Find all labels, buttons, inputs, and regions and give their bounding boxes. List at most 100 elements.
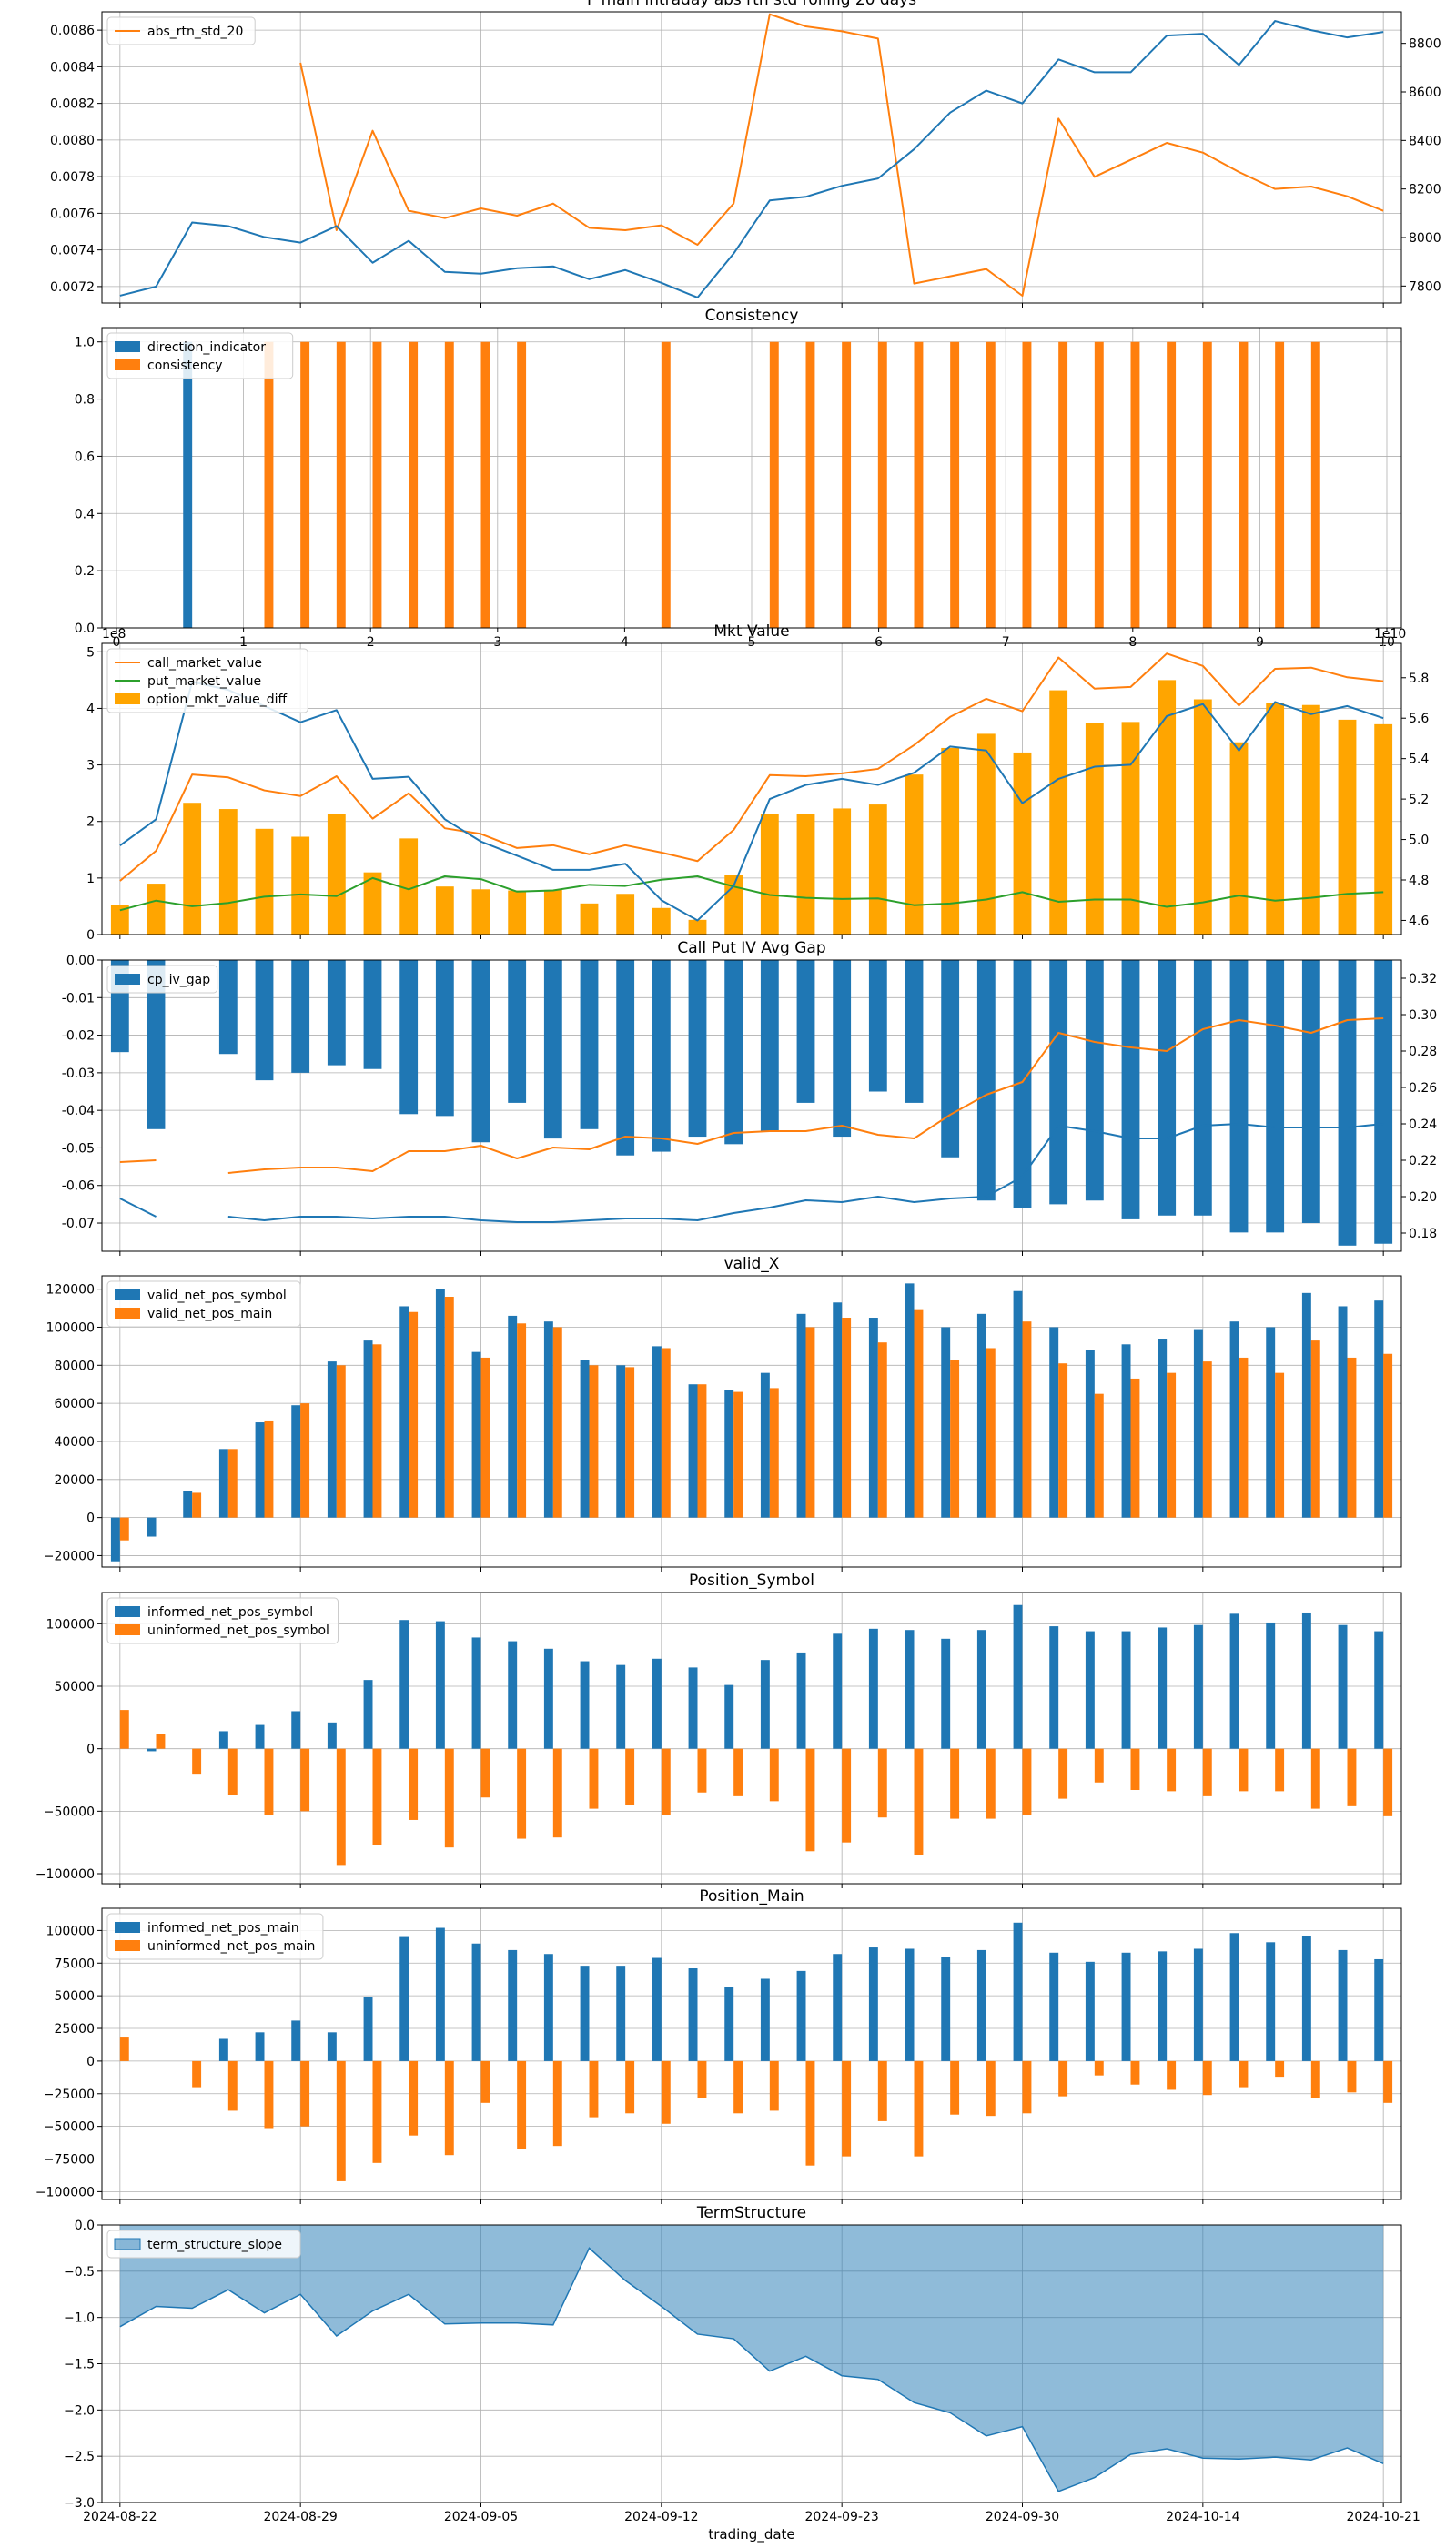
axes-frame: [101, 11, 1402, 304]
legend-box: [106, 1280, 301, 1328]
legend-label: term_structure_slope: [147, 2238, 282, 2252]
y-tick-label: 5: [86, 645, 95, 660]
grid: [102, 328, 1401, 629]
bar: [914, 1748, 924, 1855]
y-tick-label: −1.0: [64, 2311, 95, 2326]
x-tick-label: 6: [875, 635, 883, 650]
bar: [517, 2060, 527, 2149]
bar: [1266, 1622, 1276, 1749]
bar: [580, 960, 599, 1129]
bar: [300, 2060, 310, 2127]
bar: [1266, 1327, 1276, 1518]
y-tick-label: 0.0080: [50, 134, 95, 148]
y-tick-label: 1: [86, 872, 95, 886]
bar: [399, 960, 419, 1115]
chart-title: valid_X: [724, 1255, 780, 1273]
bar: [471, 889, 490, 935]
bar: [508, 1315, 518, 1518]
bar: [805, 1748, 815, 1852]
x-tick-label: 4: [621, 635, 629, 650]
bar: [950, 1748, 960, 1819]
y-tick-label: −0.5: [64, 2265, 95, 2280]
bar: [291, 836, 310, 935]
line: [119, 1017, 1384, 1174]
bar: [336, 1365, 346, 1518]
line: [119, 875, 1384, 912]
y-tick-label: −100000: [35, 2185, 95, 2199]
y-tick-label: 0.8: [75, 393, 95, 408]
bar: [1121, 960, 1140, 1219]
bar: [192, 1748, 202, 1774]
bar: [363, 872, 382, 935]
bar: [877, 2060, 887, 2121]
bar: [1121, 722, 1140, 935]
bar: [517, 341, 527, 628]
y2-tick-label: 4.6: [1409, 914, 1429, 928]
bar: [652, 960, 671, 1152]
y2-tick-label: 5.0: [1409, 834, 1429, 848]
chart-title: TermStructure: [696, 2204, 806, 2222]
axes-frame: [101, 959, 1402, 1252]
bar: [760, 1660, 770, 1749]
bar: [769, 2060, 779, 2111]
bar: [1167, 1748, 1177, 1792]
y-tick-label: 2: [86, 815, 95, 830]
bar: [625, 2060, 635, 2114]
chart-title: Position_Symbol: [689, 1572, 814, 1590]
bar: [255, 960, 274, 1081]
bar: [976, 960, 996, 1201]
y2-tick-label: 5.8: [1409, 672, 1429, 686]
legend-box: [106, 648, 308, 713]
y-tick-label: 0.0: [75, 2219, 95, 2233]
y-tick-label: −20000: [44, 1549, 95, 1563]
bar: [399, 838, 419, 935]
bar: [905, 1630, 915, 1749]
bar: [905, 1948, 915, 2061]
bar: [228, 1748, 238, 1795]
bar: [868, 804, 887, 935]
x-tick-label: 2024-10-14: [1166, 2510, 1239, 2524]
series-2: [119, 875, 1384, 912]
bar: [264, 2060, 274, 2129]
bar: [796, 1313, 806, 1518]
legend: term_structure_slope: [106, 2230, 301, 2259]
y2-tick-label: 0.22: [1409, 1154, 1437, 1168]
bar: [218, 1731, 228, 1749]
bar: [688, 1384, 698, 1518]
y2-tick-label: 8200: [1409, 183, 1441, 197]
bar: [976, 733, 996, 935]
bar: [652, 907, 671, 935]
y2-tick-label: 5.4: [1409, 753, 1429, 767]
bar: [192, 2060, 202, 2088]
area-fill: [119, 2225, 1384, 2492]
bar: [1310, 2060, 1320, 2098]
bar: [833, 1302, 843, 1518]
bar: [1121, 1952, 1131, 2061]
legend-label: informed_net_pos_symbol: [147, 1605, 313, 1620]
bar: [192, 1492, 202, 1518]
bar: [796, 1970, 806, 2061]
bar: [1229, 742, 1249, 935]
bar: [1167, 2060, 1177, 2090]
y-tick-label: 0: [86, 928, 95, 943]
bar: [517, 1748, 527, 1839]
bar: [1058, 341, 1068, 628]
y-tick-label: -0.04: [62, 1104, 95, 1118]
legend-label: valid_net_pos_main: [147, 1307, 272, 1321]
bar: [264, 341, 274, 628]
bar: [552, 2060, 562, 2147]
bar: [444, 1297, 454, 1518]
x-tick-label: 2024-10-21: [1346, 2510, 1420, 2524]
y-tick-label: 0.0084: [50, 60, 95, 75]
bar: [255, 828, 274, 935]
bar: [1239, 341, 1249, 628]
bar: [336, 1748, 346, 1866]
bar: [228, 2060, 238, 2111]
bar: [941, 1638, 951, 1749]
bar: [255, 2032, 265, 2061]
bar: [1347, 1748, 1357, 1806]
bar: [941, 960, 960, 1158]
series-1: [119, 1710, 1393, 1866]
bar: [1130, 341, 1140, 628]
bar: [1158, 1339, 1168, 1518]
